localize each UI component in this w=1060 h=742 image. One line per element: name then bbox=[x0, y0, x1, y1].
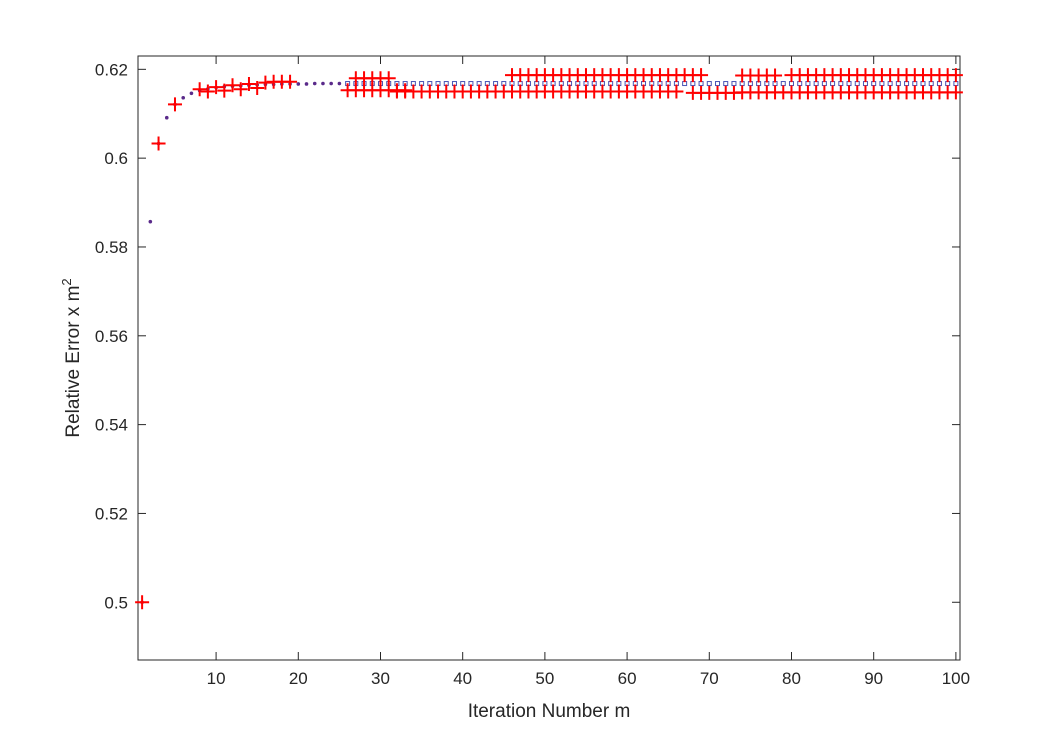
dot-point bbox=[304, 82, 309, 86]
plus-point bbox=[694, 68, 709, 83]
plus-point bbox=[381, 71, 396, 86]
y-tick-label: 0.6 bbox=[104, 149, 128, 168]
plus-point bbox=[167, 97, 182, 112]
x-tick-label: 20 bbox=[289, 669, 308, 688]
y-tick-label: 0.56 bbox=[95, 327, 128, 346]
dot-point bbox=[329, 81, 333, 86]
y-tick-label: 0.58 bbox=[95, 238, 128, 257]
x-tick-label: 80 bbox=[782, 669, 801, 688]
plus-point bbox=[135, 595, 150, 610]
plus-point bbox=[217, 83, 232, 98]
x-tick-label: 10 bbox=[207, 669, 226, 688]
x-axis-label: Iteration Number m bbox=[468, 701, 631, 722]
plus-point bbox=[225, 78, 240, 93]
plus-point bbox=[669, 84, 684, 99]
y-tick-label: 0.54 bbox=[95, 416, 128, 435]
y-axis-label: Relative Error x m2 bbox=[59, 278, 84, 437]
plot-area bbox=[137, 55, 961, 661]
x-tick-label: 40 bbox=[453, 669, 472, 688]
x-tick-label: 100 bbox=[942, 669, 970, 688]
x-tick-label: 90 bbox=[864, 669, 883, 688]
x-tick-label: 30 bbox=[371, 669, 390, 688]
dot-point bbox=[337, 81, 342, 86]
plus-point bbox=[768, 68, 783, 83]
y-axis-ticks: 0.5 0.52 0.54 0.56 0.58 0.6 0.62 bbox=[95, 60, 960, 612]
y-tick-label: 0.62 bbox=[95, 60, 128, 79]
data-marks bbox=[135, 68, 963, 610]
plus-point bbox=[233, 82, 248, 97]
plus-point bbox=[948, 85, 963, 100]
x-tick-label: 50 bbox=[535, 669, 554, 688]
dot-point bbox=[321, 81, 325, 86]
dot-point bbox=[164, 115, 169, 120]
dot-point bbox=[296, 82, 301, 86]
plus-point bbox=[283, 74, 298, 89]
x-tick-label: 70 bbox=[700, 669, 719, 688]
y-tick-label: 0.5 bbox=[104, 593, 128, 612]
plus-point bbox=[250, 80, 265, 95]
plus-point bbox=[151, 136, 166, 151]
y-tick-label: 0.52 bbox=[95, 504, 128, 523]
square-point bbox=[731, 81, 737, 87]
dot-point bbox=[181, 95, 186, 100]
dot-point bbox=[148, 219, 153, 224]
plus-point bbox=[948, 68, 963, 83]
y-axis-label-group: Relative Error x m2 bbox=[59, 278, 84, 437]
plus-point bbox=[200, 84, 215, 99]
plus-point bbox=[241, 76, 256, 91]
square-point bbox=[715, 81, 721, 87]
dot-point bbox=[189, 91, 194, 96]
square-point bbox=[706, 81, 712, 87]
square-point bbox=[723, 81, 729, 87]
y-axis-label-superscript: 2 bbox=[59, 278, 74, 285]
plus-point bbox=[192, 82, 207, 97]
x-axis-ticks: 10 20 30 40 50 60 70 80 90 100 bbox=[207, 56, 970, 688]
x-tick-label: 60 bbox=[618, 669, 637, 688]
dot-point bbox=[312, 81, 317, 86]
y-axis-label-main: Relative Error x m bbox=[63, 286, 84, 438]
plus-point bbox=[209, 80, 224, 95]
